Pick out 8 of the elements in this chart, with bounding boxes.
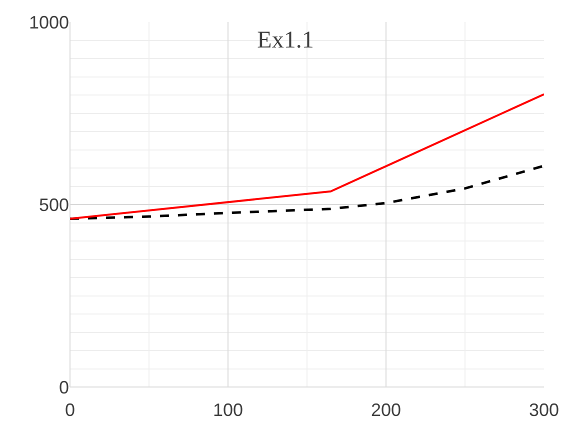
line-series bbox=[70, 164, 544, 220]
y-tick-label: 500 bbox=[38, 194, 69, 215]
x-tick-label: 200 bbox=[370, 400, 402, 420]
chart-title: Ex1.1 bbox=[257, 27, 314, 54]
y-tick-label: 0 bbox=[58, 377, 69, 398]
x-tick-label: 300 bbox=[528, 400, 560, 420]
y-tick-label: 1000 bbox=[28, 12, 69, 32]
x-tick-label: 100 bbox=[212, 400, 244, 420]
